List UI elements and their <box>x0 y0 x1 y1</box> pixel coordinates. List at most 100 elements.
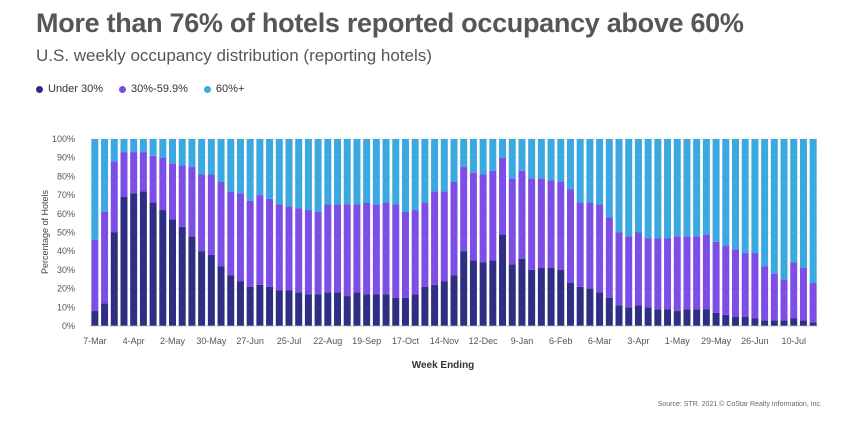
bar-mid <box>508 178 516 265</box>
bar-over60 <box>295 139 303 209</box>
bar-mid <box>178 165 186 227</box>
bar-under30 <box>188 236 196 326</box>
bar-over60 <box>169 139 176 164</box>
bar-over60 <box>761 139 769 267</box>
y-tick-label: 10% <box>57 302 75 312</box>
bar-mid <box>557 182 565 270</box>
legend-label-mid: 30%-59.9% <box>131 83 188 95</box>
bar-mid <box>236 193 244 282</box>
bar-under30 <box>266 286 274 326</box>
bar-under30 <box>440 281 448 326</box>
bar-over60 <box>557 139 565 183</box>
bar-mid <box>101 211 109 304</box>
bar-over60 <box>217 139 225 183</box>
bar-mid <box>110 161 118 233</box>
bar-under30 <box>528 269 536 326</box>
bar-over60 <box>625 139 633 237</box>
bar-over60 <box>499 139 507 158</box>
bar-over60 <box>266 139 274 199</box>
bar-mid <box>440 191 448 282</box>
bar-over60 <box>566 139 574 190</box>
x-tick-label: 17-Oct <box>392 336 420 346</box>
bar-over60 <box>246 139 254 201</box>
bar-mid <box>198 174 206 252</box>
bar-under30 <box>625 307 633 326</box>
source-note: Source: STR. 2021 © CoStar Realty Inform… <box>657 401 822 408</box>
bar-under30 <box>751 318 759 326</box>
bar-mid <box>634 232 642 306</box>
bar-mid <box>761 266 769 321</box>
bar-mid <box>586 202 594 289</box>
bar-over60 <box>372 139 380 205</box>
legend-label-over60: 60%+ <box>215 83 245 95</box>
bar-over60 <box>431 139 439 192</box>
bar-under30 <box>91 311 99 326</box>
bar-mid <box>266 198 274 287</box>
bar-over60 <box>644 139 652 239</box>
bar-under30 <box>334 292 342 326</box>
bar-mid <box>664 238 672 310</box>
bar-mid <box>139 152 147 192</box>
bar-under30 <box>450 275 458 326</box>
bar-mid <box>605 217 613 298</box>
bar-under30 <box>139 191 147 326</box>
bar-over60 <box>188 139 196 168</box>
bar-over60 <box>382 139 390 203</box>
bar-under30 <box>275 290 283 326</box>
bar-over60 <box>683 139 691 237</box>
bar-over60 <box>401 139 409 212</box>
bar-mid <box>460 167 468 252</box>
bar-over60 <box>334 139 342 205</box>
y-tick-label: 0% <box>62 321 75 331</box>
bar-mid <box>169 163 176 220</box>
bar-over60 <box>440 139 448 192</box>
bar-mid <box>625 236 633 308</box>
x-tick-label: 26-Jun <box>741 336 769 346</box>
bar-under30 <box>770 320 778 326</box>
bar-under30 <box>178 226 186 326</box>
x-tick-label: 7-Mar <box>83 336 107 346</box>
bar-over60 <box>732 139 739 250</box>
bar-mid <box>304 210 312 295</box>
y-tick-label: 100% <box>52 134 75 144</box>
x-tick-label: 12-Dec <box>469 336 499 346</box>
bar-under30 <box>392 297 400 326</box>
bar-mid <box>314 211 322 295</box>
bar-mid <box>256 195 264 285</box>
bar-under30 <box>236 281 244 326</box>
bar-under30 <box>566 282 574 326</box>
bar-under30 <box>693 309 701 326</box>
bar-over60 <box>110 139 118 162</box>
bar-over60 <box>101 139 109 212</box>
y-tick-label: 60% <box>57 209 75 219</box>
bar-over60 <box>489 139 497 171</box>
bar-mid <box>324 204 332 293</box>
bar-under30 <box>596 292 604 326</box>
bar-under30 <box>722 314 730 326</box>
bar-over60 <box>227 139 235 192</box>
x-tick-label: 4-Apr <box>123 336 145 346</box>
bar-mid <box>431 191 439 285</box>
bar-over60 <box>421 139 429 203</box>
bar-under30 <box>518 258 526 326</box>
bar-mid <box>91 239 99 312</box>
bar-under30 <box>149 202 157 326</box>
bar-over60 <box>741 139 749 254</box>
bar-over60 <box>518 139 526 171</box>
bar-mid <box>751 253 759 319</box>
legend-item-over60: 60%+ <box>203 83 245 95</box>
bar-under30 <box>499 234 507 326</box>
y-tick-label: 40% <box>57 246 75 256</box>
bar-over60 <box>304 139 312 211</box>
bar-mid <box>411 210 419 295</box>
bar-over60 <box>722 139 730 246</box>
x-tick-label: 9-Jan <box>511 336 534 346</box>
bar-mid <box>479 174 487 263</box>
x-tick-label: 6-Feb <box>549 336 573 346</box>
bar-mid <box>489 170 497 261</box>
x-tick-label: 25-Jul <box>277 336 302 346</box>
bar-under30 <box>460 251 468 326</box>
bar-over60 <box>751 139 759 254</box>
bar-over60 <box>275 139 283 205</box>
x-axis: 7-Mar 4-Apr 2-May 30-May 27-Jun 25-Jul 22-Aug 1… <box>83 325 818 346</box>
